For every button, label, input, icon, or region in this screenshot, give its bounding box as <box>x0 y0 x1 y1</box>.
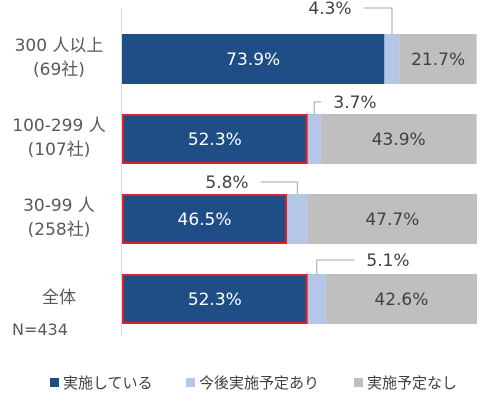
data-label-0-2: 46.5% <box>178 210 232 230</box>
category-label-1-line2: (107社) <box>27 140 91 160</box>
legend-label-2: 実施予定なし <box>367 374 458 392</box>
category-label-0-line2: (69社) <box>33 60 85 80</box>
category-label-2: 30-99 人 (258社) <box>0 194 118 242</box>
category-label-2-line1: 30-99 人 <box>23 196 95 216</box>
highlight-outline-1 <box>122 114 308 164</box>
category-label-1-line1: 100-299 人 <box>12 116 106 136</box>
leader-line-0 <box>364 7 393 34</box>
bar-1-0 <box>384 34 400 84</box>
data-label-1-0: 4.3% <box>308 0 351 19</box>
data-label-2-0: 21.7% <box>411 50 465 70</box>
data-label-0-3: 52.3% <box>188 290 242 310</box>
bar-0-3 <box>122 274 308 324</box>
data-label-2-3: 42.6% <box>374 290 428 310</box>
data-label-2-1: 43.9% <box>372 130 426 150</box>
leader-line-1 <box>313 101 321 114</box>
bar-0-0 <box>122 34 385 84</box>
bar-2-3 <box>325 274 477 324</box>
bar-0-2 <box>122 194 288 244</box>
bar-2-2 <box>307 194 477 244</box>
data-label-1-2: 5.8% <box>205 173 248 193</box>
data-label-2-2: 47.7% <box>365 210 419 230</box>
highlight-outline-3 <box>122 274 308 324</box>
legend-swatch-2 <box>354 378 363 387</box>
legend-label-1: 今後実施予定あり <box>199 374 320 392</box>
bar-1-3 <box>307 274 326 324</box>
bar-1-1 <box>307 114 321 164</box>
legend-item-1: 今後実施予定あり <box>186 371 319 395</box>
bar-0-1 <box>122 114 308 164</box>
legend-item-2: 実施予定なし <box>354 371 457 395</box>
legend-swatch-0 <box>50 378 59 387</box>
category-label-2-line2: (258社) <box>27 220 91 240</box>
data-label-0-0: 73.9% <box>226 50 280 70</box>
legend-swatch-1 <box>186 378 195 387</box>
highlight-outline-2 <box>122 194 288 244</box>
category-label-3-line1: 全体 <box>42 288 76 308</box>
legend: 実施している 今後実施予定あり 実施予定なし <box>0 371 500 395</box>
category-label-0: 300 人以上 (69社) <box>0 34 118 82</box>
bar-2-0 <box>399 34 477 84</box>
leader-line-2 <box>261 181 298 194</box>
bar-1-2 <box>287 194 308 244</box>
legend-label-0: 実施している <box>63 374 153 392</box>
sample-size-label: N=434 <box>12 320 68 339</box>
category-label-0-line1: 300 人以上 <box>14 36 104 56</box>
bar-2-1 <box>320 114 477 164</box>
data-label-1-1: 3.7% <box>333 93 376 113</box>
data-label-1-3: 5.1% <box>366 251 409 271</box>
legend-item-0: 実施している <box>50 371 153 395</box>
leader-line-3 <box>316 259 354 274</box>
category-label-1: 100-299 人 (107社) <box>0 114 118 162</box>
data-label-0-1: 52.3% <box>188 130 242 150</box>
category-label-3: 全体 <box>0 286 118 310</box>
